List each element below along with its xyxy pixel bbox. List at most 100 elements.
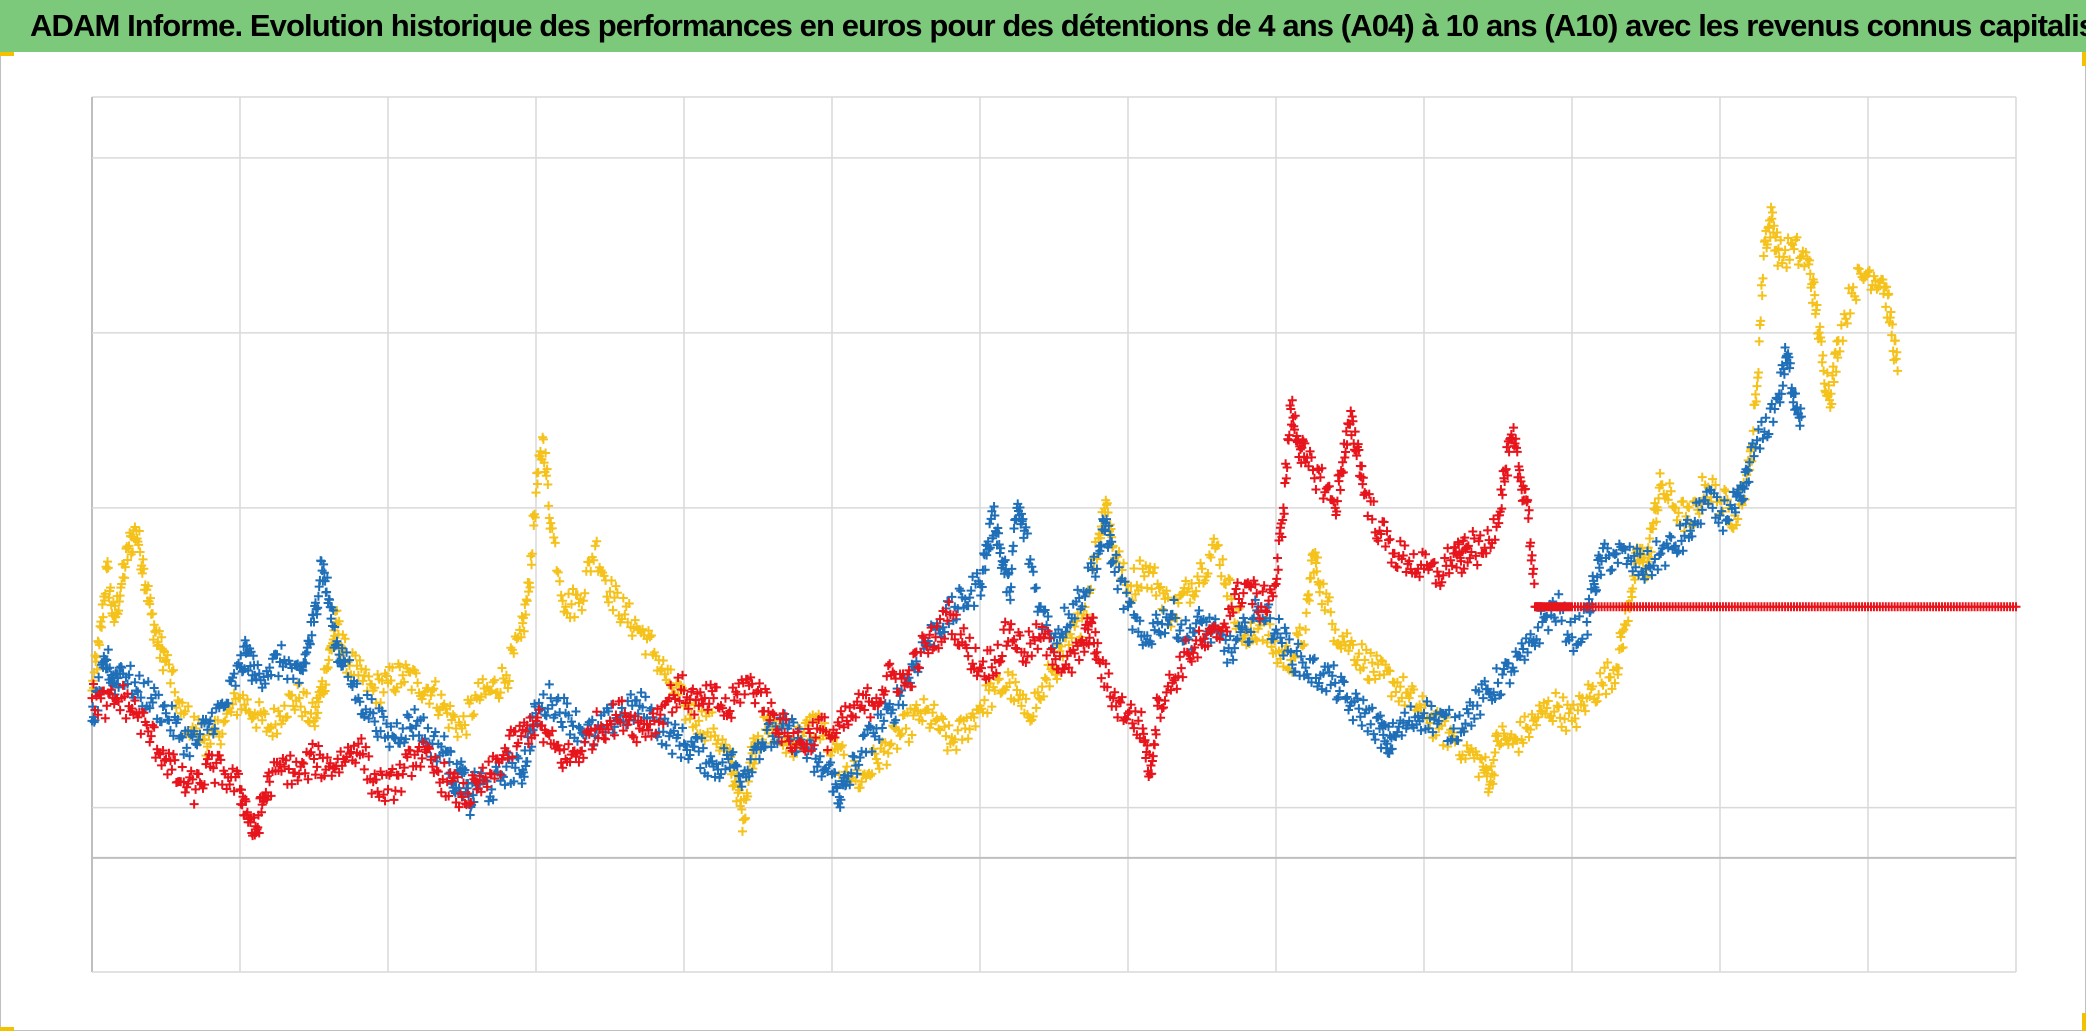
orange-point — [1607, 684, 1617, 694]
red-point — [463, 789, 473, 799]
red-point — [1079, 647, 1089, 657]
blue-point — [229, 669, 239, 679]
blue-point — [446, 747, 456, 757]
red-point — [1160, 696, 1170, 706]
blue-point — [167, 701, 177, 711]
red-point — [1307, 452, 1317, 462]
red-point — [991, 668, 1001, 678]
orange-point — [1200, 576, 1210, 586]
red-point — [962, 643, 972, 653]
red-point — [935, 614, 945, 624]
orange-point — [1822, 368, 1832, 378]
blue-point — [1696, 519, 1706, 529]
red-point — [454, 802, 464, 812]
red-point — [956, 629, 966, 639]
blue-point — [161, 708, 171, 718]
blue-point — [326, 614, 336, 624]
orange-point — [907, 730, 917, 740]
blue-point — [1397, 730, 1407, 740]
red-point — [121, 713, 131, 723]
orange-point — [92, 664, 102, 674]
orange-point — [851, 776, 861, 786]
orange-point — [685, 714, 695, 724]
orange-point — [1191, 586, 1201, 596]
red-point — [643, 725, 653, 735]
red-point — [658, 719, 668, 729]
blue-point — [830, 768, 840, 778]
orange-point — [1460, 754, 1470, 764]
red-point — [1346, 406, 1356, 416]
blue-point — [812, 762, 822, 772]
orange-point — [1320, 605, 1330, 615]
red-point — [1497, 490, 1507, 500]
orange-point — [1785, 255, 1795, 265]
red-point — [1093, 638, 1103, 648]
orange-point — [1042, 675, 1052, 685]
blue-point — [522, 757, 532, 767]
blue-point — [1788, 397, 1798, 407]
blue-point — [1764, 429, 1774, 439]
orange-point — [611, 581, 621, 591]
orange-point — [1524, 732, 1534, 742]
orange-point — [500, 678, 510, 688]
red-point — [168, 749, 178, 759]
orange-point — [1818, 351, 1828, 361]
blue-point — [1480, 676, 1490, 686]
blue-point — [1472, 701, 1482, 711]
blue-point — [1363, 726, 1373, 736]
red-point — [490, 774, 500, 784]
red-point — [809, 740, 819, 750]
blue-point — [564, 710, 574, 720]
blue-point — [994, 528, 1003, 538]
red-point — [1509, 423, 1519, 433]
red-point — [1147, 769, 1157, 779]
blue-point — [1543, 625, 1553, 635]
orange-point — [1623, 616, 1633, 626]
orange-point — [1488, 779, 1498, 789]
red-point — [553, 740, 563, 750]
blue-point — [1455, 710, 1465, 720]
orange-point — [379, 687, 389, 697]
blue-point — [1453, 735, 1463, 745]
red-point — [618, 726, 628, 736]
red-point — [1042, 650, 1052, 660]
orange-point — [1064, 640, 1074, 650]
orange-point — [1490, 748, 1500, 758]
orange-point — [1826, 389, 1836, 399]
red-point — [1031, 619, 1041, 629]
orange-point — [737, 805, 747, 815]
blue-point — [1708, 503, 1718, 513]
blue-point — [1739, 494, 1749, 504]
red-point — [325, 758, 335, 768]
red-point — [170, 755, 180, 765]
blue-point — [1718, 526, 1728, 536]
red-point — [1253, 607, 1263, 617]
orange-point — [1878, 275, 1888, 285]
orange-point — [1216, 571, 1226, 581]
orange-point — [399, 677, 409, 687]
red-point — [495, 770, 505, 780]
orange-point — [460, 720, 470, 730]
red-point — [604, 724, 614, 734]
red-point — [763, 707, 773, 717]
blue-point — [148, 698, 158, 708]
red-point — [951, 610, 961, 620]
orange-point — [1515, 717, 1525, 727]
orange-point — [1008, 670, 1018, 680]
blue-point — [1074, 593, 1084, 603]
red-point — [1104, 668, 1114, 678]
red-point — [1221, 622, 1231, 632]
orange-point — [1674, 508, 1684, 518]
red-point — [1398, 550, 1408, 560]
blue-point — [149, 683, 159, 693]
orange-point — [445, 701, 455, 711]
blue-point — [1070, 613, 1080, 623]
orange-point — [901, 724, 911, 734]
red-point — [1102, 682, 1112, 692]
red-point — [1228, 608, 1238, 618]
orange-point — [242, 695, 252, 704]
blue-point — [1497, 670, 1507, 680]
red-point — [1367, 514, 1377, 524]
orange-point — [1178, 588, 1188, 598]
orange-point — [1799, 261, 1809, 271]
